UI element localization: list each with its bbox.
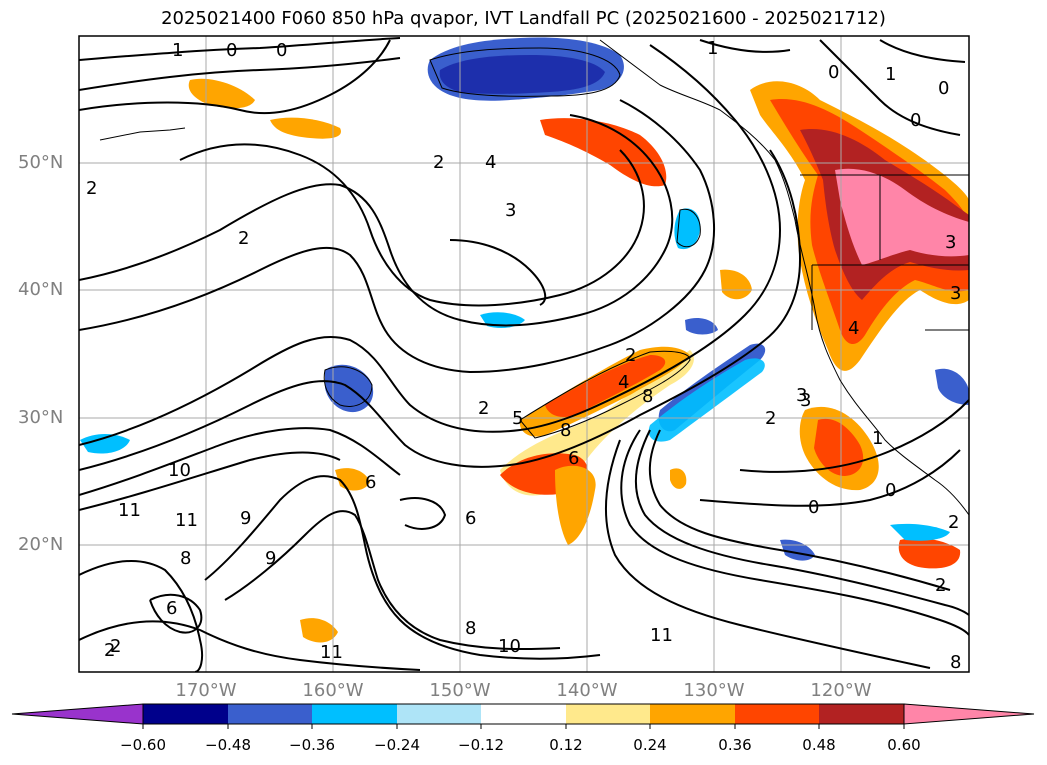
- contour-label: 1: [872, 428, 884, 449]
- contour-label: 8: [950, 652, 962, 673]
- colorbar-tick: 0.48: [802, 736, 836, 754]
- contour-label: 3: [950, 283, 962, 304]
- colorbar-extend-high: [903, 703, 1035, 725]
- contour-label: 2: [478, 398, 490, 419]
- colorbar-tick: −0.48: [205, 736, 251, 754]
- contour-label: 9: [265, 548, 277, 569]
- contour-label: 0: [808, 497, 820, 518]
- colorbar-extend-low: [11, 703, 144, 725]
- lat-label: 30°N: [18, 407, 64, 428]
- colorbar-segment: [650, 704, 735, 724]
- map-content: [79, 36, 969, 672]
- contour-label: 1: [172, 40, 184, 61]
- contour-label: 11: [320, 642, 343, 663]
- colorbar-tick: −0.24: [374, 736, 420, 754]
- map-frame: [78, 35, 970, 673]
- contour-label: 8: [642, 386, 654, 407]
- contour-label: 0: [938, 78, 950, 99]
- contour-label: 0: [276, 40, 288, 61]
- colorbar-segment: [819, 704, 904, 724]
- contour-label: 1: [885, 64, 897, 85]
- contour-label: 2: [935, 575, 947, 596]
- contour-label: 0: [828, 62, 840, 83]
- contour-label: 3: [800, 390, 812, 411]
- coastlines: [99, 39, 969, 516]
- contour-label: 2: [433, 152, 445, 173]
- lon-label: 120°W: [810, 680, 872, 701]
- contour-label: 2: [948, 512, 960, 533]
- contour-label: 2: [625, 345, 637, 366]
- contour-label: 4: [485, 152, 497, 173]
- colorbar-tick: 0.60: [887, 736, 921, 754]
- map-title: 2025021400 F060 850 hPa qvapor, IVT Land…: [161, 8, 886, 29]
- contour-label: 2: [104, 640, 116, 661]
- colorbar-tick: 0.24: [633, 736, 667, 754]
- contour-label: 8: [560, 420, 572, 441]
- colorbar-segment: [735, 704, 819, 724]
- contour-label: 3: [796, 385, 808, 406]
- colorbar-segment: [397, 704, 481, 724]
- qvapor-contours: [323, 47, 701, 439]
- contour-label: 0: [226, 40, 238, 61]
- colorbar-segment: [566, 704, 650, 724]
- lon-label: 130°W: [683, 680, 745, 701]
- contour-label: 8: [465, 618, 477, 639]
- colorbar-tick: 0.12: [549, 736, 583, 754]
- lon-label: 150°W: [429, 680, 491, 701]
- contour-label: 11: [175, 510, 198, 531]
- contour-label: 4: [618, 372, 630, 393]
- colorbar-tick: −0.60: [120, 736, 166, 754]
- contour-label: 0: [885, 480, 897, 501]
- lat-label: 40°N: [18, 279, 64, 300]
- contour-label: 3: [945, 232, 957, 253]
- lon-label: 140°W: [556, 680, 618, 701]
- contour-label: 11: [118, 500, 141, 521]
- contour-label: 2: [86, 178, 98, 199]
- contour-label: 11: [650, 625, 673, 646]
- contour-label: 3: [505, 200, 517, 221]
- colorbar-tick: −0.12: [458, 736, 504, 754]
- contour-label: 1: [707, 38, 719, 59]
- lat-label: 50°N: [18, 152, 64, 173]
- lon-label: 160°W: [302, 680, 364, 701]
- lat-label: 20°N: [18, 534, 64, 555]
- colorbar-segment: [481, 704, 566, 724]
- contour-label: 6: [365, 472, 377, 493]
- colorbar: [11, 703, 1035, 729]
- contour-label: 5: [512, 408, 524, 429]
- contour-label: 6: [465, 508, 477, 529]
- contour-label: 6: [568, 448, 580, 469]
- contour-label: 6: [166, 598, 178, 619]
- contour-label: 2: [238, 228, 250, 249]
- colorbar-tick: 0.36: [718, 736, 752, 754]
- ivt-contours: [79, 37, 969, 672]
- graticule: [79, 36, 969, 672]
- contour-label: 4: [848, 318, 860, 339]
- colorbar-segment: [312, 704, 397, 724]
- qvapor-shading: [80, 37, 969, 643]
- lon-label: 170°W: [175, 680, 237, 701]
- contour-label: 10: [168, 460, 191, 481]
- colorbar-tick: −0.36: [289, 736, 335, 754]
- contour-label: 2: [765, 408, 777, 429]
- contour-label: 0: [910, 110, 922, 131]
- colorbar-segment: [143, 704, 228, 724]
- contour-label: 10: [498, 636, 521, 657]
- colorbar-outline: [142, 703, 905, 725]
- contour-label: 8: [180, 548, 192, 569]
- colorbar-segment: [228, 704, 312, 724]
- contour-label: 2: [110, 636, 122, 657]
- contour-label: 9: [240, 508, 252, 529]
